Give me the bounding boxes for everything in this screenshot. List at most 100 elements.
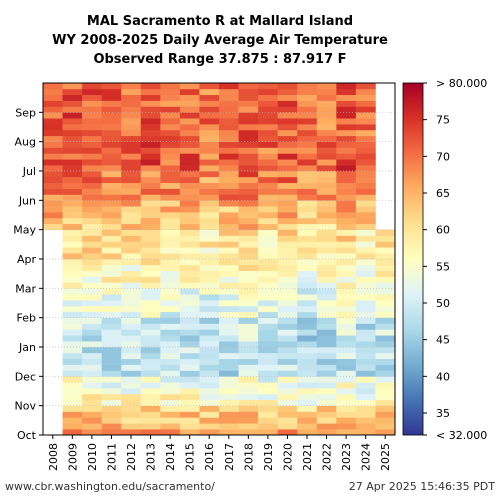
heatmap-cell: [62, 341, 83, 348]
heatmap-cell: [316, 118, 337, 125]
heatmap-cell: [62, 388, 83, 395]
heatmap-cell: [336, 165, 357, 172]
heatmap-cell: [82, 341, 102, 348]
heatmap-cell: [277, 294, 298, 301]
heatmap-cell: [62, 206, 83, 213]
heatmap-cell: [277, 235, 298, 242]
heatmap-cell: [375, 300, 396, 307]
heatmap-cell: [199, 253, 220, 260]
x-tick-label: 2022: [321, 443, 334, 471]
heatmap-cell: [101, 311, 122, 318]
heatmap-cell: [277, 329, 298, 336]
heatmap-cell: [179, 423, 200, 430]
heatmap-cell: [258, 165, 278, 172]
heatmap-cell: [101, 305, 122, 313]
heatmap-cell: [160, 423, 181, 430]
heatmap-cell: [82, 352, 102, 360]
heatmap-cell: [101, 259, 122, 266]
heatmap-cell: [179, 276, 200, 283]
heatmap-cell: [121, 370, 142, 377]
heatmap-cell: [43, 165, 63, 172]
heatmap-cell: [179, 358, 200, 365]
heatmap-cell: [62, 382, 83, 389]
heatmap-cell: [355, 335, 376, 342]
heatmap-cell: [375, 370, 396, 377]
heatmap-cell: [355, 300, 376, 307]
heatmap-cell: [140, 376, 161, 383]
heatmap-cell: [355, 217, 376, 225]
heatmap-cell: [140, 135, 161, 142]
heatmap-cell: [277, 141, 298, 148]
heatmap-cell: [297, 294, 318, 301]
heatmap-cell: [179, 329, 200, 336]
heatmap-cell: [43, 112, 63, 119]
heatmap-cell: [219, 247, 239, 254]
heatmap-cell: [375, 358, 396, 365]
heatmap-cell: [238, 141, 259, 148]
heatmap-cell: [258, 323, 278, 330]
heatmap-cell: [258, 411, 278, 418]
heatmap-cell: [297, 188, 318, 195]
heatmap-cell: [238, 358, 259, 365]
heatmap-cell: [375, 247, 396, 254]
heatmap-cell: [219, 294, 239, 301]
heatmap-cell: [121, 399, 142, 406]
heatmap-cell: [160, 83, 181, 90]
heatmap-cell: [238, 270, 259, 277]
heatmap-cell: [297, 200, 318, 207]
heatmap-cell: [277, 364, 298, 371]
heatmap-cell: [160, 141, 181, 148]
heatmap-cell: [82, 270, 102, 277]
heatmap-cell: [140, 335, 161, 342]
heatmap-cell: [219, 417, 239, 424]
heatmap-cell: [355, 317, 376, 324]
heatmap-cell: [140, 229, 161, 236]
heatmap-cell: [121, 358, 142, 365]
heatmap-cell: [62, 83, 83, 90]
heatmap-cell: [179, 288, 200, 295]
heatmap-cell: [62, 329, 83, 336]
heatmap-cell: [62, 311, 83, 318]
heatmap-cell: [121, 118, 142, 125]
heatmap-cell: [160, 341, 181, 348]
heatmap-cell: [375, 382, 396, 389]
heatmap-cell: [199, 347, 220, 354]
heatmap-cell: [219, 159, 239, 166]
heatmap-cell: [258, 106, 278, 113]
heatmap-cell: [316, 83, 337, 90]
heatmap-cell: [277, 112, 298, 119]
heatmap-cell: [375, 376, 396, 383]
heatmap-cell: [121, 223, 142, 230]
heatmap-cell: [297, 129, 318, 137]
heatmap-cell: [336, 323, 357, 330]
heatmap-cell: [336, 100, 357, 107]
heatmap-cell: [277, 118, 298, 125]
heatmap-cell: [297, 153, 318, 160]
heatmap-cell: [238, 352, 259, 360]
heatmap-cell: [121, 294, 142, 301]
heatmap-cell: [82, 235, 102, 242]
heatmap-cell: [277, 305, 298, 313]
heatmap-cell: [160, 200, 181, 207]
heatmap-cell: [121, 335, 142, 342]
heatmap-cell: [336, 217, 357, 225]
heatmap-cell: [82, 118, 102, 125]
heatmap-cell: [336, 370, 357, 377]
heatmap-cell: [160, 382, 181, 389]
heatmap-cell: [297, 364, 318, 371]
heatmap-cell: [199, 329, 220, 336]
heatmap-cell: [160, 94, 181, 101]
heatmap-cell: [355, 323, 376, 330]
heatmap-cell: [316, 352, 337, 360]
heatmap-cell: [355, 88, 376, 96]
heatmap-cell: [336, 106, 357, 113]
heatmap-cell: [277, 206, 298, 213]
heatmap-cell: [101, 253, 122, 260]
heatmap-cell: [258, 393, 278, 401]
heatmap-cell: [355, 171, 376, 178]
heatmap-cell: [121, 241, 142, 248]
heatmap-cell: [160, 305, 181, 313]
heatmap-cell: [140, 118, 161, 125]
heatmap-cell: [199, 194, 220, 201]
heatmap-cell: [297, 423, 318, 430]
